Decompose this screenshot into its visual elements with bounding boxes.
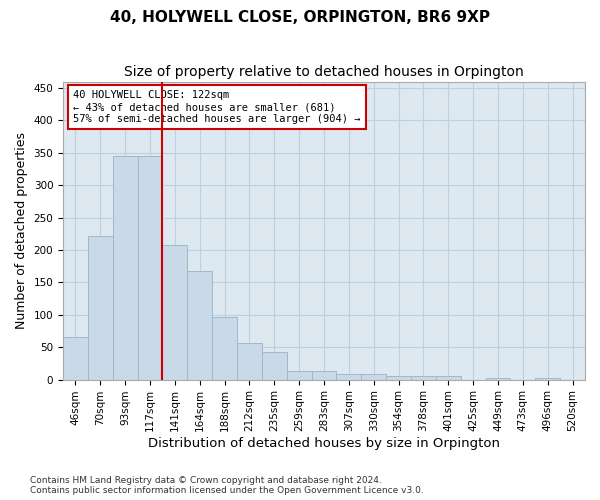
Bar (386, 376, 411, 380)
Bar (262, 352, 287, 380)
Bar (287, 371, 311, 380)
Bar (237, 342, 262, 380)
Bar (361, 374, 386, 380)
Bar (411, 376, 436, 380)
Bar (535, 378, 560, 380)
Bar (163, 246, 187, 380)
Bar (187, 272, 212, 380)
Bar (63, 338, 88, 380)
Bar (485, 378, 511, 380)
Bar (337, 374, 361, 380)
Text: 40 HOLYWELL CLOSE: 122sqm
← 43% of detached houses are smaller (681)
57% of semi: 40 HOLYWELL CLOSE: 122sqm ← 43% of detac… (73, 90, 361, 124)
Y-axis label: Number of detached properties: Number of detached properties (15, 132, 28, 329)
Bar (137, 156, 163, 380)
Bar (212, 316, 237, 380)
Title: Size of property relative to detached houses in Orpington: Size of property relative to detached ho… (124, 65, 524, 79)
Text: 40, HOLYWELL CLOSE, ORPINGTON, BR6 9XP: 40, HOLYWELL CLOSE, ORPINGTON, BR6 9XP (110, 10, 490, 25)
X-axis label: Distribution of detached houses by size in Orpington: Distribution of detached houses by size … (148, 437, 500, 450)
Text: Contains HM Land Registry data © Crown copyright and database right 2024.
Contai: Contains HM Land Registry data © Crown c… (30, 476, 424, 495)
Bar (311, 371, 337, 380)
Bar (88, 236, 113, 380)
Bar (113, 156, 137, 380)
Bar (436, 376, 461, 380)
